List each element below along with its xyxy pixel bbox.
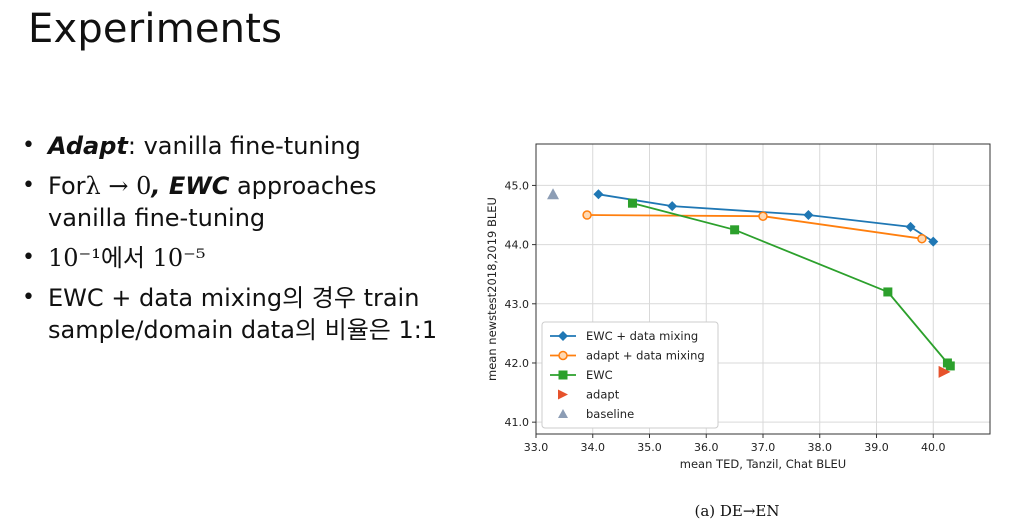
x-tick-label: 39.0 (864, 441, 889, 454)
bullet-lambda: • Forλ → 0, EWC approaches vanilla fine-… (22, 170, 462, 234)
data-point-adapt-data-mixing (758, 211, 768, 221)
data-point-ewc-data-mixing (593, 189, 604, 200)
bullet-lambda-pre: For (48, 172, 86, 200)
bullet-adapt-desc: : vanilla fine-tuning (127, 132, 361, 160)
range-mid: 에서 (100, 244, 153, 272)
bleu-tradeoff-chart: 33.0 34.0 35.0 36.0 37.0 38.0 39.0 40.0 41.0 42.0… (485, 143, 991, 471)
x-tick-label: 35.0 (637, 441, 662, 454)
chart-container: 33.0 34.0 35.0 36.0 37.0 38.0 39.0 40.0 41.0 42.0… (470, 120, 1010, 480)
x-tick-label: 34.0 (581, 441, 606, 454)
bullet-dot: • (22, 245, 35, 270)
data-point-adapt (938, 365, 951, 378)
y-tick-label: 43.0 (505, 298, 530, 311)
data-point-ewc (883, 287, 893, 297)
slide-title: Experiments (28, 6, 283, 52)
bullet-dot: • (22, 173, 35, 198)
legend-marker-adapt (558, 389, 568, 400)
data-point-ewc (730, 225, 740, 235)
bullet-ewc-term: , EWC (151, 172, 230, 200)
y-tick-label: 41.0 (505, 416, 530, 429)
plot-frame (535, 143, 991, 435)
data-point-adapt-data-mixing (917, 233, 927, 244)
legend-marker-adapt-data-mixing (558, 350, 568, 361)
legend-box (541, 321, 719, 429)
x-tick-label: 40.0 (921, 441, 946, 454)
data-point-adapt-data-mixing (582, 210, 592, 220)
legend-label-baseline: baseline (586, 407, 634, 421)
lambda-formula: λ → 0 (85, 172, 152, 200)
bullet-adapt-term: Adapt (48, 132, 128, 160)
bullet-text: 10⁻¹에서 10⁻⁵ (48, 242, 462, 274)
data-point-ewc (945, 361, 955, 371)
y-tick-label: 42.0 (505, 357, 530, 370)
x-tick-label: 36.0 (694, 441, 719, 454)
bullet-range: • 10⁻¹에서 10⁻⁵ (22, 242, 462, 274)
data-point-ewc (627, 198, 637, 208)
legend-label-adapt: adapt (586, 388, 620, 402)
bullet-text: Adapt: vanilla fine-tuning (48, 130, 462, 162)
data-point-ewc-data-mixing (667, 201, 678, 212)
legend-label-adapt-data-mixing: adapt + data mixing (586, 349, 705, 363)
y-axis-label: mean newstest2018,2019 BLEU (485, 197, 499, 381)
y-tick-label: 44.0 (505, 239, 530, 252)
bullet-dot: • (22, 133, 35, 158)
bullet-dot: • (22, 285, 35, 310)
legend-label-ewc-data-mixing: EWC + data mixing (586, 329, 698, 343)
x-tick-label: 33.0 (524, 441, 549, 454)
bullet-ratio-text: EWC + data mixing의 경우 train sample/domai… (48, 284, 438, 344)
bullet-ratio: • EWC + data mixing의 경우 train sample/dom… (22, 282, 462, 346)
bullet-adapt: • Adapt: vanilla fine-tuning (22, 130, 462, 162)
bullet-lambda-desc: approaches vanilla fine-tuning (48, 172, 377, 232)
legend-label-ewc: EWC (586, 368, 613, 382)
data-point-baseline (547, 188, 560, 200)
bullet-text: Forλ → 0, EWC approaches vanilla fine-tu… (48, 170, 462, 234)
y-tick-label: 45.0 (505, 179, 530, 192)
range-end: 10⁻⁵ (152, 244, 206, 272)
legend-marker-baseline (558, 409, 568, 418)
data-point-ewc-data-mixing (928, 236, 939, 247)
x-tick-label: 37.0 (751, 441, 776, 454)
x-axis-label: mean TED, Tanzil, Chat BLEU (680, 457, 846, 471)
data-point-ewc-data-mixing (905, 221, 916, 232)
range-start: 10⁻¹ (48, 244, 101, 272)
bullet-list: • Adapt: vanilla fine-tuning • Forλ → 0,… (22, 130, 462, 354)
data-point-ewc-data-mixing (803, 210, 814, 221)
legend-marker-ewc (558, 370, 568, 380)
x-tick-label: 38.0 (808, 441, 833, 454)
figure-caption: (a) DE→EN (694, 502, 780, 520)
series-line-adapt-data-mixing (587, 214, 923, 240)
legend-marker-ewc-data-mixing (558, 331, 568, 341)
